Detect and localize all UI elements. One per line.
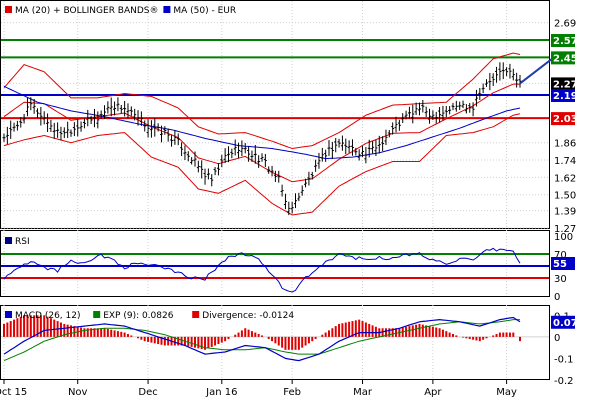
macd-legend-label: Divergence: -0.0124 — [202, 311, 294, 321]
price-y-tick-label: 1.27 — [554, 224, 576, 235]
rsi-panel — [1, 247, 549, 293]
price-legend-label: MA (20) + BOLLINGER BANDS® — [15, 6, 159, 16]
price-y-tick-label: 1.74 — [554, 156, 576, 167]
price-y-tick-label: 1.86 — [554, 139, 576, 150]
rsi-panel-frame — [0, 230, 550, 297]
price-level-tag-box — [551, 51, 575, 65]
macd-legend-label: EXP (9): 0.0826 — [103, 311, 174, 321]
x-tick-label: Dec — [138, 387, 157, 398]
macd-panel-frame — [0, 305, 550, 380]
price-y-tick-label: 1.50 — [554, 191, 576, 202]
x-tick-label: Nov — [68, 387, 88, 398]
legends: MA (20) + BOLLINGER BANDS® MA (50) - EUR R… — [5, 6, 294, 321]
macd-line — [3, 316, 521, 362]
macd-legend-swatch — [192, 311, 200, 318]
macd-signal-line — [3, 319, 520, 362]
x-tick-label: May — [496, 387, 517, 398]
macd-current-tag: 0.07 — [553, 318, 578, 329]
price-y-tick-label: 1.62 — [554, 173, 576, 184]
x-tick-label: Apr — [424, 387, 442, 398]
rsi-y-tick-label: 100 — [554, 232, 573, 243]
price-panel — [1, 39, 561, 216]
price-level-tag: 2.45 — [553, 53, 578, 64]
x-tick-label: Feb — [283, 387, 301, 398]
macd-current-tag-box — [551, 315, 575, 329]
bollinger-upper-band — [3, 52, 521, 150]
price-level-tag-box — [551, 88, 575, 102]
rsi-legend-label: RSI — [15, 237, 30, 247]
axis-labels: 2.69 1.86 1.74 1.62 1.50 1.39 1.27 2.57 2.45 2.27… — [0, 19, 578, 398]
rsi-current-tag: 55 — [553, 259, 567, 270]
rsi-legend-swatch — [5, 237, 12, 244]
rsi-y-tick-label: 0 — [554, 292, 560, 303]
price-legend-swatch — [163, 6, 171, 13]
ma20-line — [3, 83, 520, 183]
rsi-line — [3, 247, 521, 293]
price-level-tag: 2.03 — [553, 114, 578, 125]
bollinger-lower-band — [3, 113, 521, 216]
x-tick-label: Jan 16 — [205, 387, 237, 398]
price-legend-label: MA (50) - EUR — [173, 6, 236, 16]
macd-y-tick-label: -0.2 — [554, 376, 574, 387]
price-level-tag-box — [551, 112, 575, 126]
macd-legend-label: MACD (26, 12) — [15, 311, 81, 321]
price-level-tag-box — [551, 34, 575, 48]
macd-legend-swatch — [5, 311, 12, 318]
macd-y-tick-label: 0 — [554, 333, 560, 344]
x-tick-label: Oct 15 — [0, 387, 27, 398]
price-y-tick-label: 1.39 — [554, 207, 576, 218]
macd-legend-swatch — [93, 311, 101, 318]
rsi-y-tick-label: 70 — [554, 250, 567, 261]
price-level-tag-box — [551, 77, 575, 91]
price-level-tag: 2.57 — [553, 36, 578, 47]
rsi-y-tick-label: 30 — [554, 274, 567, 285]
macd-panel — [1, 315, 549, 362]
price-level-tag: 2.19 — [553, 91, 578, 102]
price-legend-swatch — [5, 6, 12, 13]
price-level-tag: 2.27 — [553, 79, 578, 90]
rsi-current-tag-box — [551, 257, 575, 270]
ma50-line — [3, 85, 521, 160]
macd-y-tick-label: -0.1 — [554, 354, 574, 365]
price-y-tick-label: 2.69 — [554, 19, 576, 30]
x-tick-label: Mar — [353, 387, 373, 398]
